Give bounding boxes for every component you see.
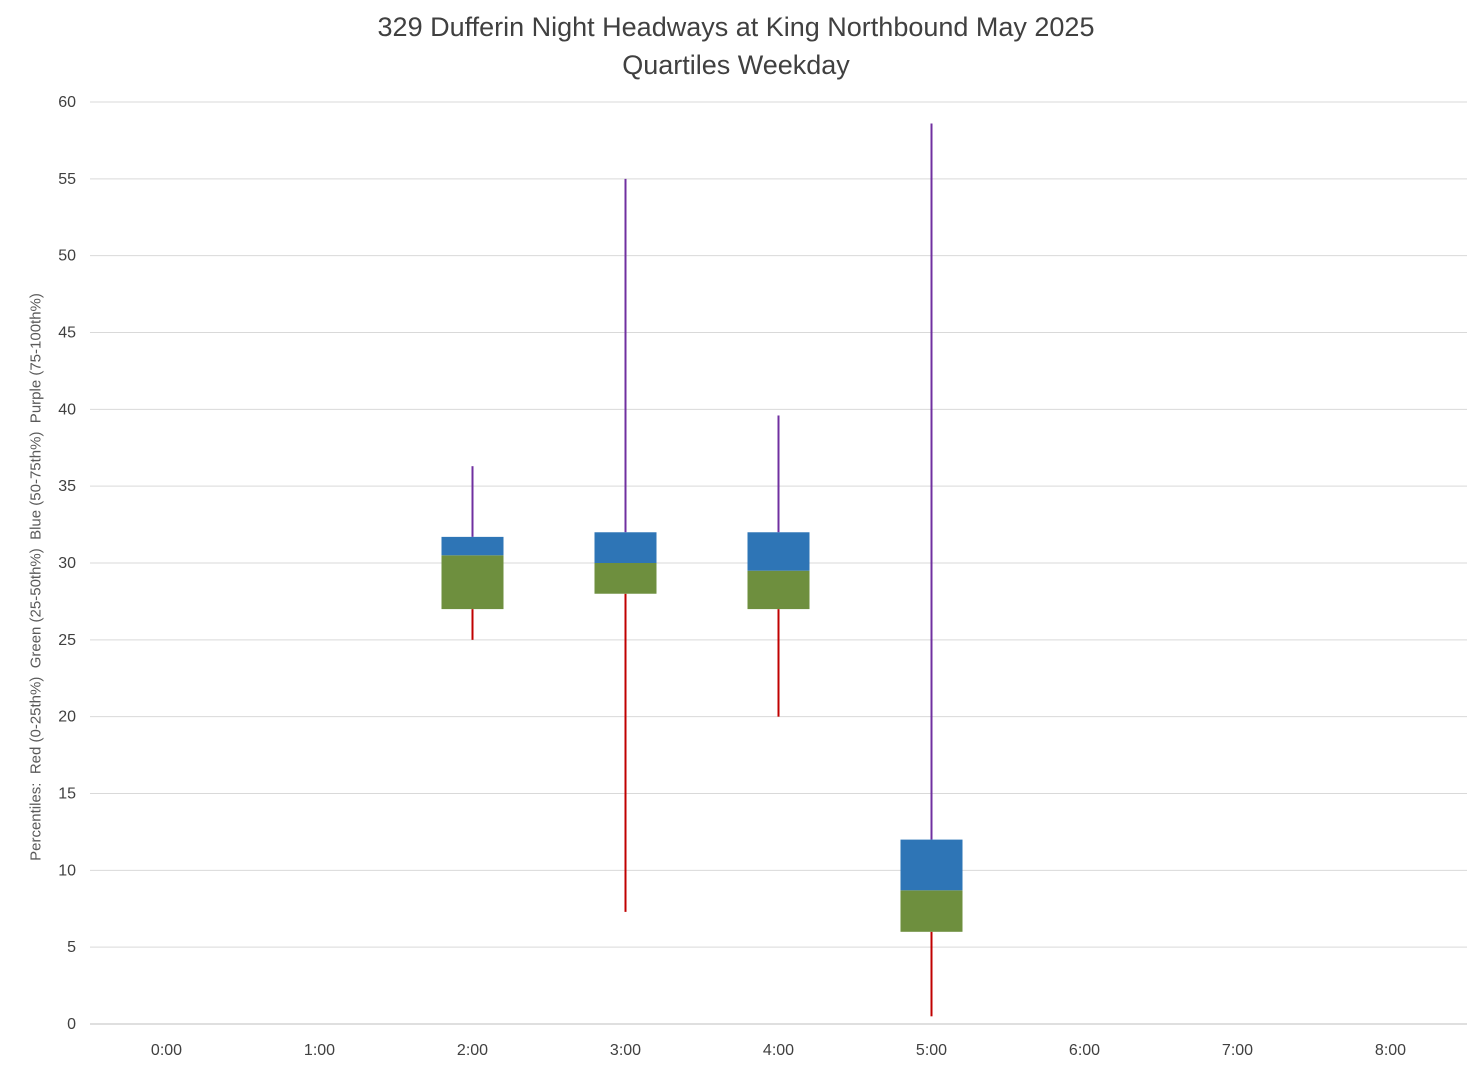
y-tick-label: 0 (67, 1016, 76, 1033)
y-tick-label: 30 (58, 555, 76, 572)
x-tick-label: 6:00 (1069, 1042, 1100, 1059)
y-tick-label: 35 (58, 478, 76, 495)
y-tick-label: 25 (58, 632, 76, 649)
box-25-50 (900, 890, 963, 932)
y-tick-label: 45 (58, 325, 76, 342)
box-50-75 (441, 536, 504, 556)
x-tick-label: 4:00 (763, 1042, 794, 1059)
y-tick-label: 5 (67, 939, 76, 956)
y-tick-label: 20 (58, 709, 76, 726)
box-25-50 (747, 570, 810, 610)
y-tick-label: 50 (58, 248, 76, 265)
x-tick-label: 0:00 (151, 1042, 182, 1059)
y-tick-label: 10 (58, 862, 76, 879)
chart-subtitle: Quartiles Weekday (622, 50, 850, 80)
x-tick-label: 8:00 (1375, 1042, 1406, 1059)
box-25-50 (594, 563, 657, 594)
y-tick-label: 60 (58, 94, 76, 111)
x-tick-label: 2:00 (457, 1042, 488, 1059)
x-tick-label: 7:00 (1222, 1042, 1253, 1059)
chart-title: 329 Dufferin Night Headways at King Nort… (377, 12, 1095, 42)
y-tick-label: 55 (58, 171, 76, 188)
box-25-50 (441, 555, 504, 610)
box-50-75 (594, 532, 657, 563)
y-tick-label: 15 (58, 786, 76, 803)
x-tick-label: 1:00 (304, 1042, 335, 1059)
box-50-75 (747, 532, 810, 571)
y-tick-label: 40 (58, 401, 76, 418)
x-tick-label: 3:00 (610, 1042, 641, 1059)
chart-title-block: 329 Dufferin Night Headways at King Nort… (0, 8, 1472, 84)
x-tick-label: 5:00 (916, 1042, 947, 1059)
box-50-75 (900, 839, 963, 891)
